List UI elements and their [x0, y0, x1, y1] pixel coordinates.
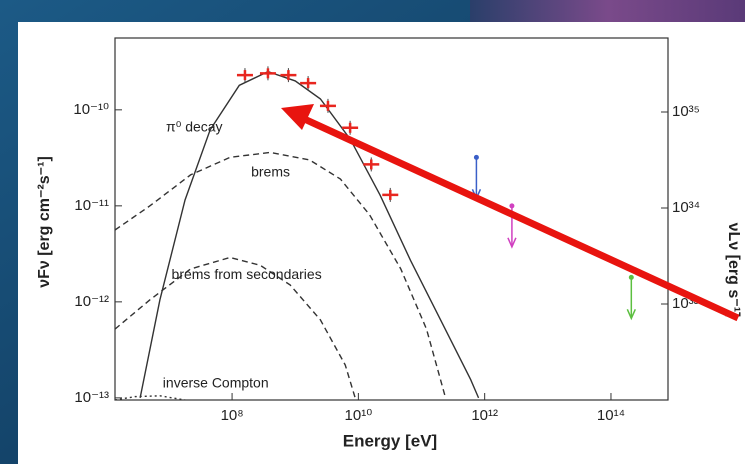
annotation: brems: [251, 164, 290, 180]
model-curve: [115, 151, 447, 399]
pointer-arrow-head: [281, 104, 314, 130]
background-image: [470, 0, 745, 22]
limit-arrow: [626, 309, 637, 321]
data-point: [342, 120, 359, 135]
y2-axis-label: νLν [erg s⁻¹]: [725, 223, 742, 318]
x-tick-label: 10⁸: [221, 407, 244, 424]
annotation: π⁰ decay: [166, 118, 223, 134]
y-tick-label: 10⁻¹¹: [74, 197, 109, 214]
model-curve: [115, 395, 186, 400]
annotation: brems from secondaries: [172, 266, 322, 282]
x-tick-label: 10¹²: [471, 407, 498, 424]
limit-arrow: [507, 237, 517, 249]
model-curve: [115, 256, 356, 399]
pointer-arrow: [298, 113, 740, 322]
annotation: inverse Compton: [163, 375, 269, 391]
plot-area: [115, 66, 637, 400]
x-tick-label: 10¹⁰: [345, 407, 373, 424]
data-point: [382, 187, 399, 202]
y2-tick-label: 10³⁵: [672, 103, 700, 120]
y-tick-label: 10⁻¹⁰: [73, 101, 109, 118]
y-tick-label: 10⁻¹³: [74, 389, 109, 406]
figure-panel: [18, 22, 745, 464]
plot-frame: [114, 37, 669, 401]
data-point: [259, 66, 276, 81]
upper-limit: [626, 274, 637, 321]
data-point: [319, 98, 336, 113]
y2-tick-label: 10³⁴: [672, 199, 700, 216]
data-point: [280, 68, 297, 83]
x-axis-label: Energy [eV]: [343, 431, 437, 450]
data-point: [363, 157, 380, 172]
x-tick-label: 10¹⁴: [597, 407, 625, 424]
axes: 10⁸ 10¹⁰ 10¹² 10¹⁴10⁻¹³10⁻¹²10⁻¹¹10⁻¹⁰10³³1…: [73, 101, 700, 424]
y-axis-label: νFν [erg cm⁻²s⁻¹]: [36, 156, 53, 288]
data-point: [300, 76, 317, 91]
data-point: [236, 68, 253, 83]
y-tick-label: 10⁻¹²: [74, 293, 109, 310]
